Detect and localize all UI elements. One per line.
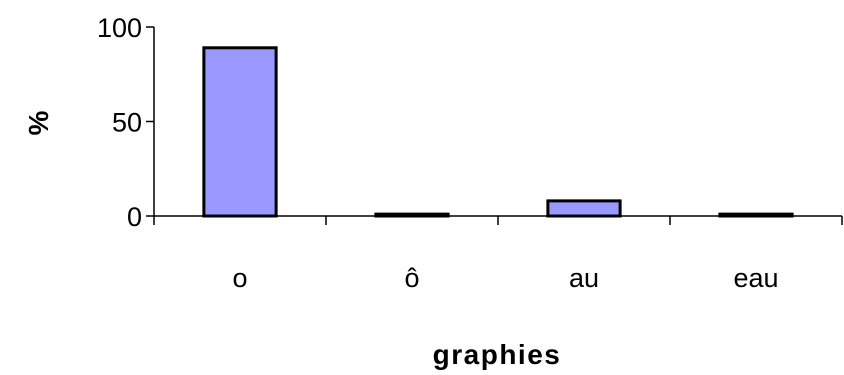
y-tick-label-0: 0 xyxy=(127,202,142,232)
bar-2 xyxy=(546,199,622,218)
bar-0 xyxy=(202,46,278,218)
x-axis-tick-labels: o ô au eau xyxy=(232,263,778,293)
x-axis-ticks xyxy=(153,216,843,225)
y-tick-label-1: 50 xyxy=(112,108,142,138)
y-axis-title: % xyxy=(23,110,54,135)
x-axis-title: graphies xyxy=(433,339,562,370)
x-tick-label-2: au xyxy=(569,263,599,293)
x-tick-label-0: o xyxy=(232,263,247,293)
x-tick-label-1: ô xyxy=(404,263,419,293)
y-tick-label-2: 100 xyxy=(97,13,142,43)
bars xyxy=(202,46,794,218)
y-axis-ticks xyxy=(146,26,154,217)
x-tick-label-3: eau xyxy=(733,263,778,293)
y-axis-tick-labels: 0 50 100 xyxy=(97,13,142,232)
